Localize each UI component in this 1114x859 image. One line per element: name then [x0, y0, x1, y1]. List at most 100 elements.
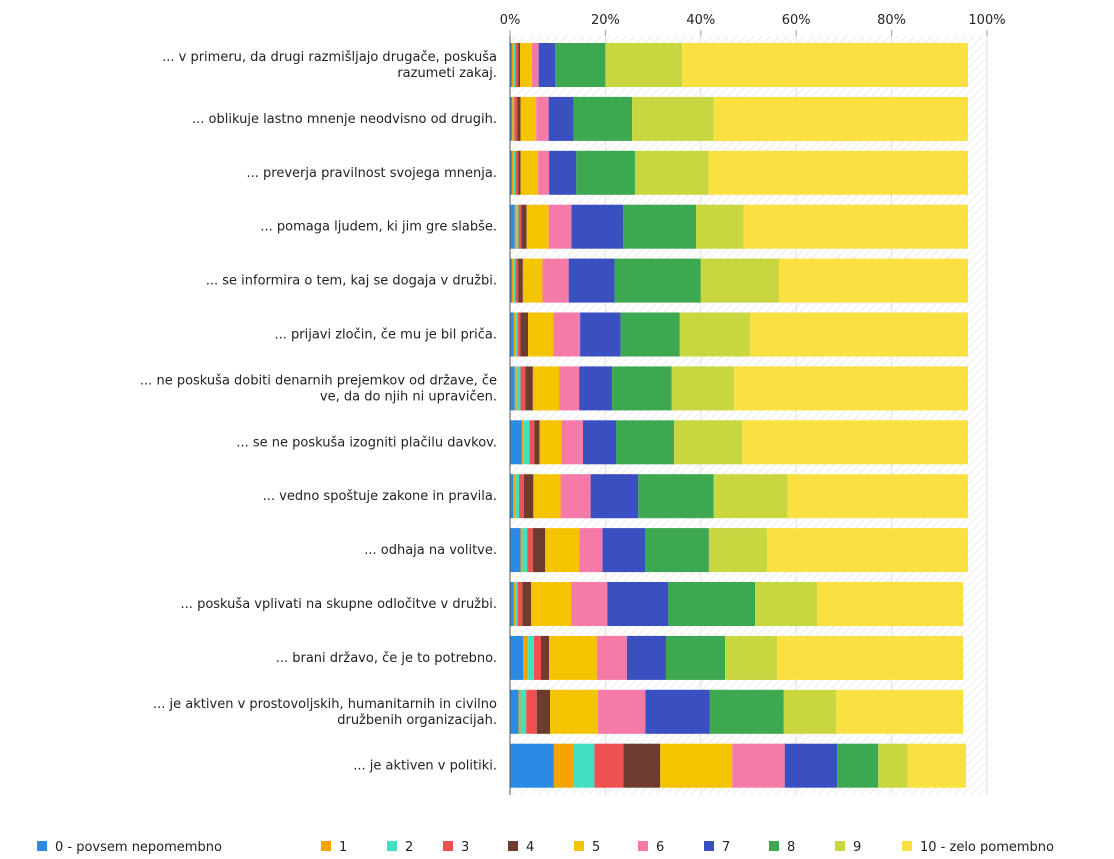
category-label: ... brani državo, če je to potrebno.	[276, 651, 497, 666]
bar-segment	[518, 43, 521, 87]
bar-row	[510, 150, 968, 195]
bar-segment	[713, 96, 968, 141]
legend-item: 8	[769, 840, 795, 855]
legend-label: 4	[526, 840, 534, 855]
bar-segment	[538, 150, 550, 195]
bar-segment	[518, 689, 521, 734]
bar-segment	[605, 43, 683, 87]
bar-segment	[516, 366, 521, 411]
bar-row	[510, 258, 968, 303]
bar-segment	[743, 204, 968, 249]
x-tick-label: 20%	[591, 13, 620, 28]
bar-segment	[517, 96, 521, 141]
bar-segment	[538, 43, 556, 87]
legend-label: 6	[656, 840, 664, 855]
bar-segment	[513, 312, 516, 357]
bar-segment	[682, 43, 968, 87]
bar-segment	[520, 43, 532, 87]
legend-item: 7	[704, 840, 730, 855]
category-label-line: ... vedno spoštuje zakone in pravila.	[263, 489, 497, 504]
bar-segment	[580, 312, 621, 357]
legend-swatch	[387, 841, 397, 851]
bar-segment	[517, 582, 523, 626]
category-label: ... prijavi zločin, če mu je bil priča.	[274, 328, 497, 343]
category-label-line: ... se informira o tem, kaj se dogaja v …	[206, 274, 497, 289]
bar-segment	[511, 258, 514, 303]
bar-segment	[607, 582, 669, 626]
bar-segment	[533, 635, 541, 680]
bar-segment	[510, 743, 554, 788]
legend-item: 1	[321, 840, 347, 855]
bar-row	[510, 43, 968, 87]
bar-segment	[645, 689, 710, 734]
bar-segment	[665, 635, 726, 680]
bar-segment	[597, 689, 646, 734]
bar-segment	[576, 150, 635, 195]
category-labels: ... v primeru, da drugi razmišljajo drug…	[140, 50, 497, 774]
bar-segment	[531, 43, 539, 87]
bar-segment	[674, 420, 743, 465]
bar-segment	[713, 474, 788, 519]
bar-segment	[520, 528, 523, 573]
bar-segment	[907, 743, 967, 788]
bar-row	[510, 528, 968, 573]
category-label-line: družbenih organizacijah.	[337, 713, 497, 728]
legend-label: 9	[853, 840, 861, 855]
bar-segment	[549, 150, 577, 195]
legend-label: 8	[787, 840, 795, 855]
bar-segment	[817, 582, 964, 626]
category-label-line: ... preverja pravilnost svojega mnenja.	[247, 166, 498, 181]
bar-segment	[515, 150, 519, 195]
category-label-line: ... prijavi zločin, če mu je bil priča.	[274, 328, 497, 343]
category-label-line: ... je aktiven v prostovoljskih, humanit…	[153, 697, 497, 712]
bar-segment	[755, 582, 818, 626]
bar-segment	[623, 743, 661, 788]
legend-swatch	[902, 841, 912, 851]
legend-swatch	[704, 841, 714, 851]
bar-segment	[523, 474, 534, 519]
bar-segment	[530, 582, 572, 626]
legend-item: 9	[835, 840, 861, 855]
bar-segment	[553, 743, 573, 788]
bar-segment	[513, 474, 516, 519]
bar-segment	[612, 366, 672, 411]
bar-segment	[787, 474, 968, 519]
bar-segment	[515, 582, 518, 626]
bar-segment	[526, 204, 549, 249]
bar-segment	[779, 258, 968, 303]
bar-segment	[513, 43, 516, 87]
bar-segment	[623, 204, 697, 249]
bar-segment	[528, 635, 534, 680]
bar-segment	[626, 635, 666, 680]
bar-segment	[784, 743, 838, 788]
category-label-line: ... ne poskuša dobiti denarnih prejemkov…	[140, 373, 497, 388]
bar-row	[510, 420, 968, 465]
bar-segment	[734, 366, 968, 411]
bar-segment	[510, 689, 519, 734]
legend-item: 10 - zelo pomembno	[902, 840, 1054, 855]
bar-row	[510, 96, 968, 141]
bars	[510, 43, 968, 788]
bar-segment	[545, 528, 580, 573]
legend-swatch	[574, 841, 584, 851]
bar-segment	[632, 96, 714, 141]
bar-segment	[520, 96, 537, 141]
category-label-line: razumeti zakaj.	[397, 66, 497, 81]
bar-segment	[638, 474, 714, 519]
bar-segment	[573, 96, 633, 141]
bar-segment	[519, 474, 524, 519]
bar-segment	[510, 258, 512, 303]
category-label-line: ... odhaja na volitve.	[364, 543, 497, 558]
bar-segment	[532, 528, 546, 573]
bar-segment	[515, 258, 519, 303]
bar-segment	[513, 582, 516, 626]
category-label: ... preverja pravilnost svojega mnenja.	[247, 166, 498, 181]
category-label: ... je aktiven v prostovoljskih, humanit…	[153, 697, 497, 728]
bar-segment	[515, 474, 520, 519]
bar-segment	[553, 312, 581, 357]
category-label: ... se ne poskuša izogniti plačilu davko…	[236, 435, 497, 450]
bar-segment	[571, 204, 624, 249]
bar-row	[510, 635, 964, 680]
category-label-line: ... pomaga ljudem, ki jim gre slabše.	[260, 220, 497, 235]
bar-segment	[777, 635, 964, 680]
